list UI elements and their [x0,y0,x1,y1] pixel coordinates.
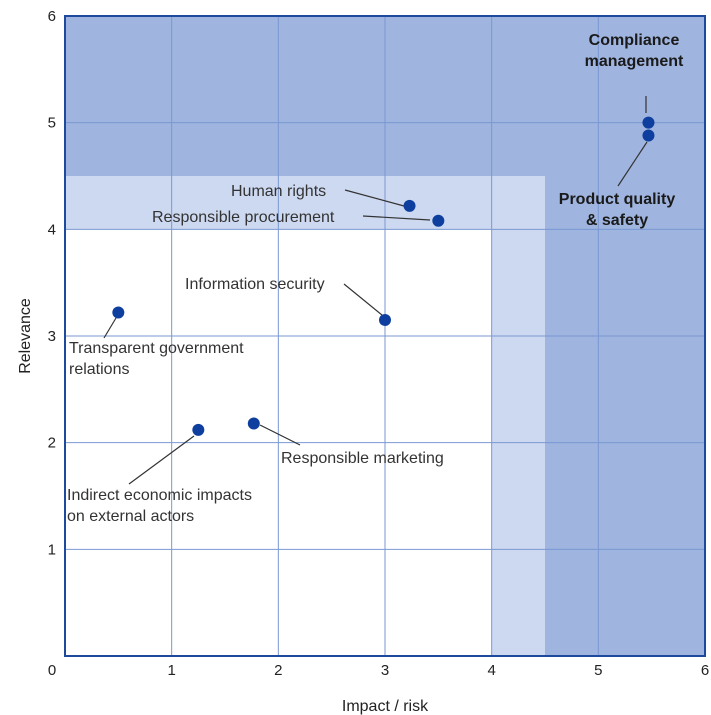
plot-frame [64,15,706,657]
point-label: Compliance management [585,32,684,70]
data-point [379,314,391,326]
data-point [432,214,445,227]
data-point [642,116,655,129]
point-label: Responsible procurement [152,209,335,226]
y-tick-label: 3 [48,328,56,345]
point-label-line: Human rights [231,183,326,200]
labels-layer: Compliance management Product quality & saf… [67,32,684,525]
data-point [192,423,205,436]
point-label-line: Product quality [559,191,676,208]
leader-line [362,215,431,221]
data-point [642,129,655,142]
leader-line [103,317,117,339]
ticks-layer: 0 1 2 3 4 5 6 1 2 3 4 5 6 [48,8,710,679]
point-label: Human rights [231,183,326,200]
point-label-line: on external actors [67,508,194,525]
point-label-line: Information security [185,276,325,293]
data-point [403,199,416,212]
point-label-line: & safety [586,212,648,229]
leader-line [259,424,301,446]
point-label: Information security [185,276,325,293]
point-label-line: Transparent government [69,340,244,357]
grid-layer [65,16,705,656]
point-label: Responsible marketing [281,450,444,467]
point-label: Indirect economic impacts on external act… [67,487,252,525]
y-tick-label: 6 [48,8,56,25]
x-tick-label: 4 [487,662,495,679]
x-axis-title: Impact / risk [342,698,429,715]
y-tick-label: 5 [48,115,56,132]
point-label-line: Responsible marketing [281,450,444,467]
x-tick-label: 3 [381,662,389,679]
y-tick-label: 2 [48,435,56,452]
leader-lines [103,96,648,485]
leader-line [343,283,383,316]
data-point [112,306,125,319]
points-layer [112,116,655,436]
x-tick-label: 1 [167,662,175,679]
point-label: Product quality & safety [559,191,676,229]
x-tick-label: 0 [48,662,56,679]
point-label-line: Indirect economic impacts [67,487,252,504]
y-tick-label: 1 [48,541,56,558]
x-tick-label: 2 [274,662,282,679]
point-label: Transparent government relations [69,340,244,378]
x-tick-label: 5 [594,662,602,679]
point-label-line: management [585,53,684,70]
leader-line [617,141,648,187]
y-axis-title: Relevance [17,298,34,374]
y-tick-label: 4 [48,221,56,238]
data-point [247,417,260,430]
point-label-line: Compliance [589,32,680,49]
point-label-line: Responsible procurement [152,209,335,226]
leader-line [344,189,405,207]
point-label-line: relations [69,361,129,378]
x-tick-label: 6 [701,662,709,679]
leader-line [128,435,195,485]
